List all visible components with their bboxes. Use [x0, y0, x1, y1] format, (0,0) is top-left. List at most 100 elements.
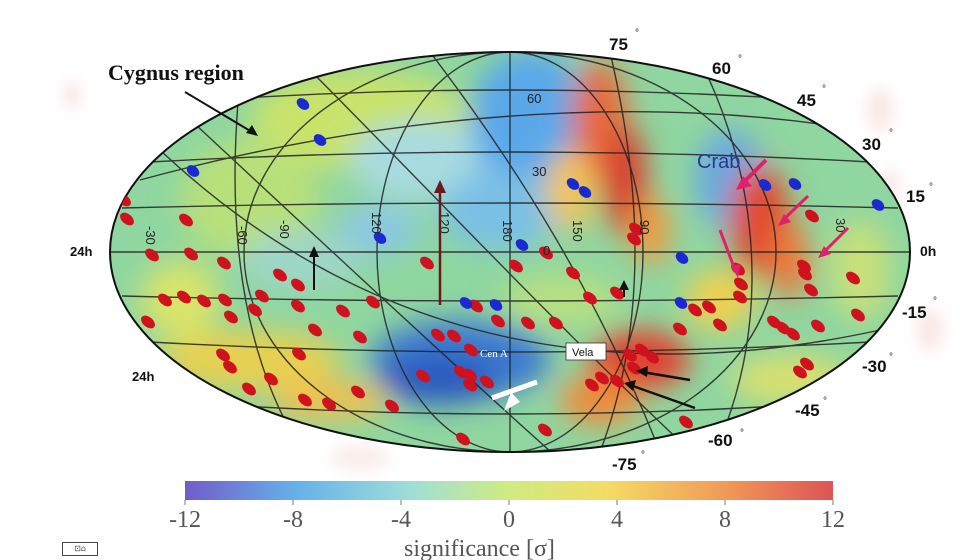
- crab-arrow-2: [781, 194, 810, 222]
- red-source-marker: [645, 350, 659, 364]
- gal-line-4: [599, 52, 636, 452]
- corner-icon: ⊡⌂: [62, 542, 98, 556]
- grid-label: 0: [543, 243, 550, 258]
- red-source-marker: [291, 299, 305, 313]
- red-source-marker: [733, 290, 747, 304]
- svg-text:°: °: [889, 352, 893, 363]
- red-source-marker: [491, 314, 505, 328]
- red-source-marker: [298, 393, 312, 407]
- red-source-marker: [623, 348, 637, 362]
- red-source-marker: [509, 259, 523, 273]
- cen-a-label: Cen A: [480, 348, 508, 360]
- grid-label: -30: [143, 226, 158, 245]
- red-source-marker: [179, 213, 193, 227]
- gal-line-7: [159, 149, 881, 355]
- red-source-marker: [141, 315, 155, 329]
- red-source-marker: [804, 283, 818, 297]
- blue-source-marker: [459, 297, 473, 309]
- red-source-marker: [800, 357, 814, 371]
- red-source-marker: [673, 322, 687, 336]
- colorbar-tick-label: -8: [283, 507, 303, 533]
- red-source-marker: [793, 365, 807, 379]
- vela-label-box: [565, 342, 607, 361]
- ra-label-24h: 24h: [70, 244, 92, 259]
- blue-source-marker: [566, 178, 580, 190]
- annotations: Cygnus region Crab Cen A Vela: [108, 60, 850, 411]
- blue-source-marker: [313, 134, 327, 146]
- red-source-marker: [538, 423, 552, 437]
- dec-label-60: 60: [712, 59, 731, 78]
- red-source-marker: [851, 308, 865, 322]
- red-source-marker: [679, 415, 693, 429]
- red-source-marker: [734, 277, 748, 291]
- dec-label-15: 15: [906, 187, 925, 206]
- gal-line-5: [699, 59, 753, 441]
- red-source-marker: [158, 293, 172, 307]
- blue-source-marker: [871, 199, 885, 211]
- red-source-marker: [420, 256, 434, 270]
- red-source-marker: [539, 246, 553, 260]
- red-source-marker: [248, 303, 262, 317]
- colorbar-tick-label: -4: [391, 507, 411, 533]
- red-source-marker: [805, 209, 819, 223]
- inner-grid-labels: 60 30 0 -30 -60 -90 120 180 150 120 90 3…: [143, 91, 848, 258]
- graticule: [110, 52, 910, 452]
- colorbar-tick-label: 12: [821, 507, 845, 533]
- blue-source-marker: [788, 178, 802, 190]
- cen-a-arrow: [491, 379, 538, 401]
- svg-text:°: °: [641, 450, 645, 461]
- red-source-marker: [456, 432, 470, 446]
- red-source-marker: [767, 315, 781, 329]
- grid-label: 180: [500, 220, 515, 242]
- red-source-marker: [216, 348, 230, 362]
- colorbar: -12 -8 -4 0 4 8 12 significance [σ]: [169, 481, 845, 560]
- red-source-marker: [322, 397, 336, 411]
- declination-labels: 75 60 45 30 15 0h -15 -30 -45 -60 -75: [609, 35, 936, 474]
- red-source-marker: [145, 248, 159, 262]
- red-source-marker: [273, 268, 287, 282]
- cygnus-label: Cygnus region: [108, 60, 244, 85]
- colorbar-tick-label: -12: [169, 507, 201, 533]
- blue-source-marker: [515, 239, 529, 251]
- red-source-marker: [351, 385, 365, 399]
- ra-label-24h-lower: 24h: [132, 369, 154, 384]
- grid-label: 60: [527, 91, 541, 106]
- red-source-marker: [595, 371, 609, 385]
- crab-arrow-3: [822, 226, 850, 254]
- red-source-marker: [583, 291, 597, 305]
- blue-source-marker: [674, 297, 688, 309]
- degree-marks: ° ° ° ° ° ° ° ° ° °: [635, 28, 937, 461]
- dec-label-m45: -45: [795, 401, 820, 420]
- red-source-marker: [255, 289, 269, 303]
- red-source-marker: [120, 212, 134, 226]
- svg-text:°: °: [635, 28, 639, 39]
- red-source-marker: [242, 382, 256, 396]
- red-source-marker: [291, 278, 305, 292]
- red-source-marker: [292, 347, 306, 361]
- red-source-marker: [197, 294, 211, 308]
- red-source-marker: [447, 329, 461, 343]
- svg-text:°: °: [823, 396, 827, 407]
- red-source-marker: [713, 318, 727, 332]
- dec-label-m75: -75: [612, 455, 637, 474]
- colorbar-ticks: -12 -8 -4 0 4 8 12: [169, 500, 845, 533]
- grid-label: 30: [833, 218, 848, 232]
- colorbar-gradient: [185, 481, 833, 500]
- red-source-marker: [480, 375, 494, 389]
- vela-label: Vela: [572, 347, 594, 359]
- red-source-marker: [385, 399, 399, 413]
- svg-text:°: °: [933, 296, 937, 307]
- red-source-marker: [629, 222, 643, 236]
- red-source-marker: [811, 319, 825, 333]
- colorbar-tick-label: 4: [611, 507, 623, 533]
- red-source-marker: [464, 343, 478, 357]
- grid-label: 30: [532, 164, 546, 179]
- red-source-marker: [797, 259, 811, 273]
- red-source-marker: [431, 328, 445, 342]
- red-source-marker: [463, 368, 477, 382]
- red-source-marker: [566, 266, 580, 280]
- svg-text:°: °: [929, 182, 933, 193]
- blue-source-marker: [489, 299, 503, 311]
- red-source-marker: [177, 290, 191, 304]
- gal-line-8: [139, 111, 861, 181]
